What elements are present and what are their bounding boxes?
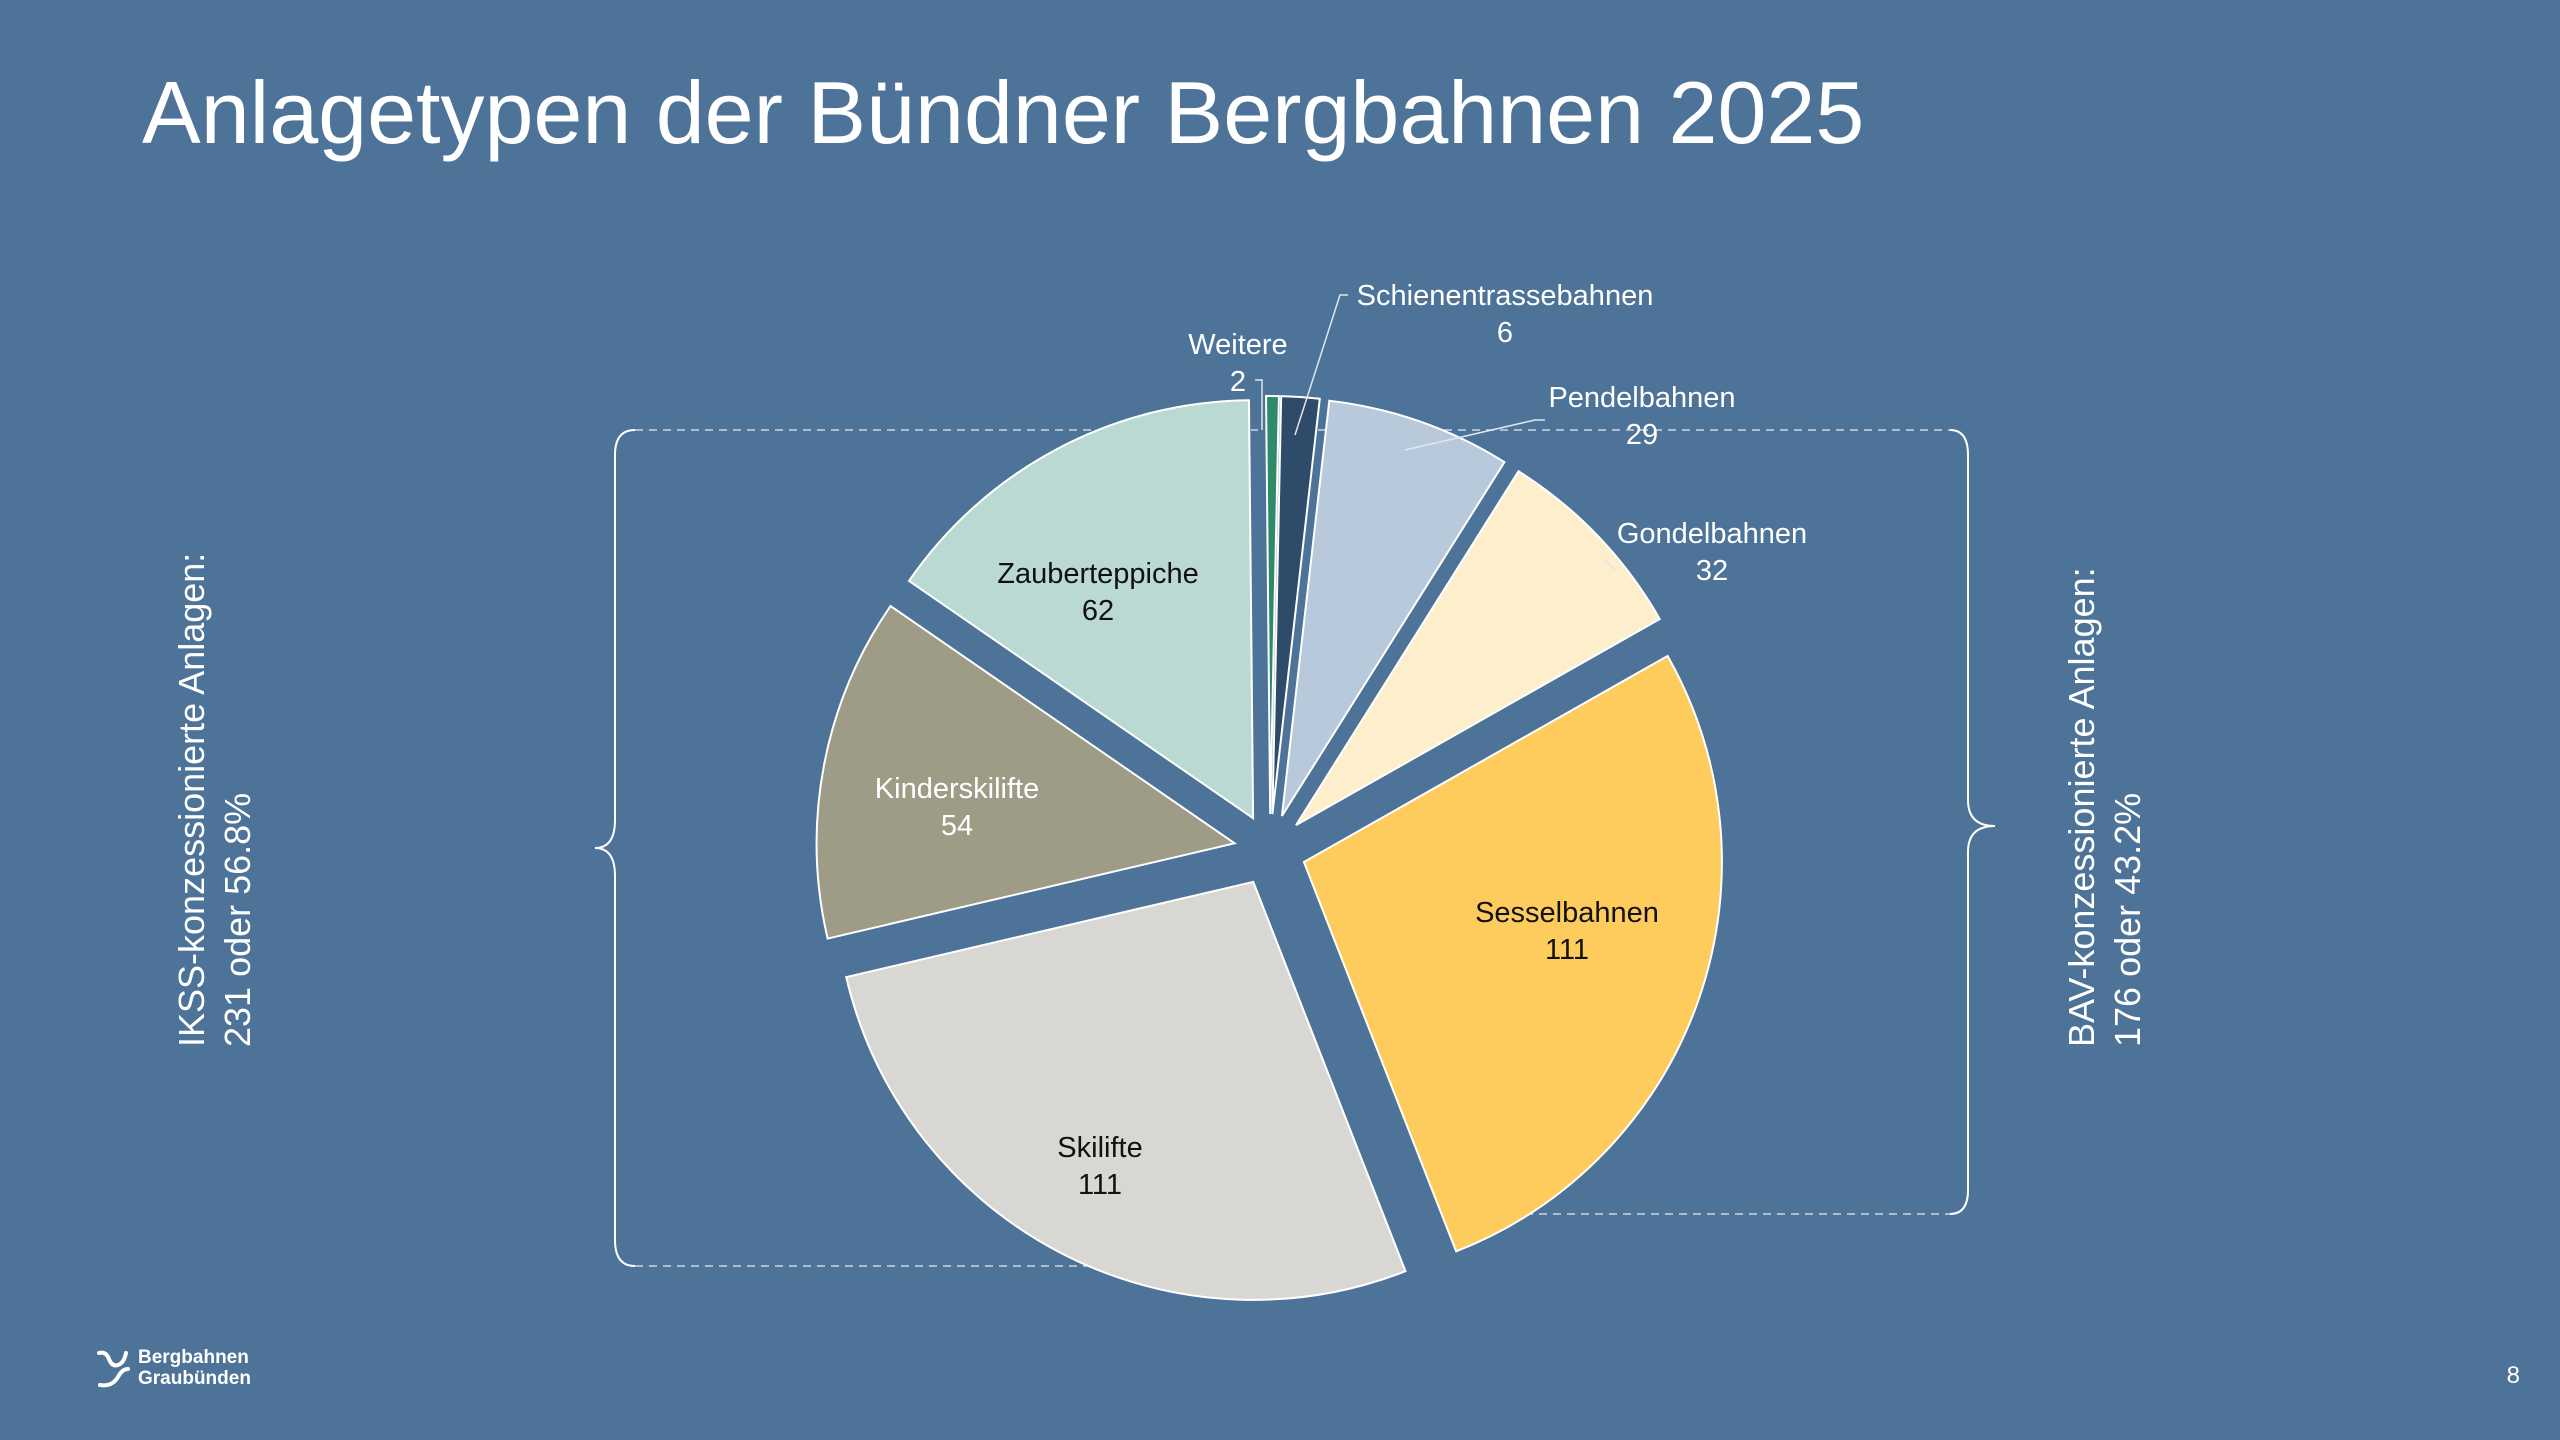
logo-line1: Bergbahnen [138, 1347, 249, 1368]
value-weitere: 2 [1230, 366, 1246, 398]
left-brace [594, 429, 636, 1267]
value-pendelbahnen: 29 [1626, 419, 1658, 451]
value-skilifte: 111 [1078, 1169, 1122, 1201]
slice-kinderskilifte [815, 604, 1238, 940]
leader-lines [1255, 294, 1616, 571]
right-brace [1949, 429, 1996, 1215]
leader-weitere [1255, 379, 1263, 430]
slide-title: Anlagetypen der Bündner Bergbahnen 2025 [142, 63, 1865, 162]
company-logo: Bergbahnen Graubünden [96, 1347, 251, 1389]
slice-schienentrassebahnen [1271, 395, 1321, 815]
label-pendelbahnen: Pendelbahnen [1548, 382, 1735, 414]
ikss-group-total: 231 oder 56.8% [217, 792, 258, 1047]
label-sesselbahnen: Sesselbahnen [1475, 897, 1659, 929]
leader-pendelbahnen [1404, 419, 1545, 451]
value-sesselbahnen: 111 [1545, 934, 1589, 966]
bav-group-note: BAV-konzessionierte Anlagen: 176 oder 43… [2059, 527, 2151, 1047]
slice-sesselbahnen [1302, 654, 1723, 1253]
value-schienentrassebahnen: 6 [1497, 317, 1513, 349]
label-kinderskilifte: Kinderskilifte [875, 773, 1039, 805]
page-number: 8 [2506, 1362, 2520, 1389]
slice-weitere [1265, 395, 1280, 815]
label-skilifte: Skilifte [1057, 1132, 1142, 1164]
pie-labels: Schienentrassebahnen 6 Pendelbahnen 29 Gonde… [875, 280, 1807, 1201]
label-gondelbahnen: Gondelbahnen [1617, 518, 1807, 550]
slice-gondelbahnen [1295, 469, 1662, 827]
value-gondelbahnen: 32 [1696, 555, 1728, 587]
label-zauberteppiche: Zauberteppiche [997, 558, 1199, 590]
logo-line2: Graubünden [138, 1368, 251, 1389]
value-kinderskilifte: 54 [941, 810, 973, 842]
slice-skilifte [845, 880, 1407, 1301]
pie-slices [815, 395, 1723, 1301]
bav-group-total: 176 oder 43.2% [2107, 792, 2148, 1047]
value-zauberteppiche: 62 [1082, 595, 1114, 627]
label-weitere: Weitere [1188, 329, 1287, 361]
leader-schienentrassebahnen [1294, 294, 1348, 436]
ikss-group-note: IKSS-konzessionierte Anlagen: 231 oder 5… [169, 527, 261, 1047]
bav-group-title: BAV-konzessionierte Anlagen: [2061, 567, 2102, 1047]
bergbahnen-logo-icon [97, 1350, 130, 1388]
label-schienentrassebahnen: Schienentrassebahnen [1357, 280, 1654, 312]
ikss-group-title: IKSS-konzessionierte Anlagen: [171, 552, 212, 1047]
slice-zauberteppiche [907, 399, 1255, 821]
slice-pendelbahnen [1280, 399, 1506, 817]
leader-gondelbahnen [1604, 559, 1616, 571]
